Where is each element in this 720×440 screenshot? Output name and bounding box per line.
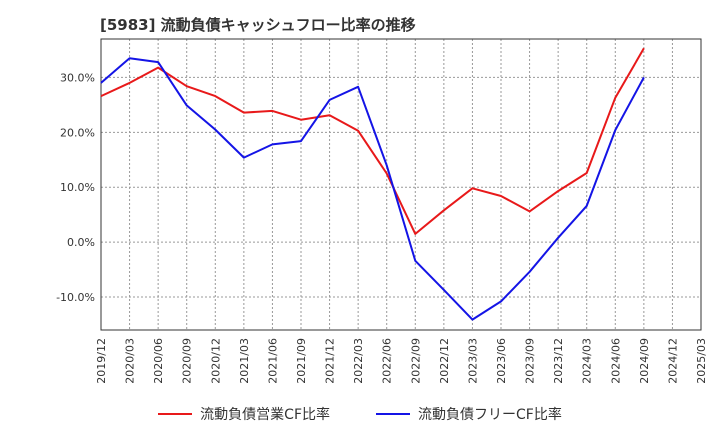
legend-item-free-cf: 流動負債フリーCF比率 bbox=[376, 404, 562, 424]
series-line-0 bbox=[100, 47, 645, 235]
series-lines bbox=[100, 47, 645, 321]
y-tick-label: -10.0% bbox=[56, 291, 95, 304]
grid-lines bbox=[100, 39, 702, 330]
legend-label: 流動負債フリーCF比率 bbox=[418, 407, 562, 423]
x-tick-label: 2023/09 bbox=[524, 338, 537, 384]
y-tick-label: 0.0% bbox=[67, 236, 95, 249]
x-tick-label: 2019/12 bbox=[95, 338, 108, 384]
x-tick-label: 2023/03 bbox=[466, 338, 479, 384]
x-tick-label: 2020/03 bbox=[124, 338, 137, 384]
x-tick-label: 2021/12 bbox=[324, 338, 337, 384]
x-tick-label: 2021/03 bbox=[238, 338, 251, 384]
axes bbox=[100, 38, 702, 331]
x-tick-label: 2023/12 bbox=[552, 338, 565, 384]
x-tick-label: 2022/12 bbox=[438, 338, 451, 384]
x-tick-label: 2020/12 bbox=[209, 338, 222, 384]
x-tick-label: 2022/06 bbox=[381, 338, 394, 384]
legend-swatch-red bbox=[158, 413, 193, 415]
x-tick-label: 2021/09 bbox=[295, 338, 308, 384]
y-tick-label: 20.0% bbox=[60, 126, 95, 139]
legend: 流動負債営業CF比率 流動負債フリーCF比率 bbox=[0, 404, 720, 424]
x-tick-label: 2024/09 bbox=[638, 338, 651, 384]
x-tick-label: 2024/03 bbox=[581, 338, 594, 384]
x-tick-label: 2020/09 bbox=[181, 338, 194, 384]
x-tick-label: 2021/06 bbox=[266, 338, 279, 384]
legend-item-operating-cf: 流動負債営業CF比率 bbox=[158, 404, 330, 424]
x-tick-label: 2024/12 bbox=[666, 338, 679, 384]
x-tick-label: 2020/06 bbox=[152, 338, 165, 384]
x-tick-label: 2022/03 bbox=[352, 338, 365, 384]
y-tick-label: 10.0% bbox=[60, 181, 95, 194]
legend-label: 流動負債営業CF比率 bbox=[200, 407, 330, 423]
series-line-1 bbox=[100, 57, 645, 321]
x-axis-tick-labels: 2019/12 2020/03 2020/06 2020/09 2020/12 2021/… bbox=[95, 338, 708, 384]
y-axis-tick-labels: -10.0% 0.0% 10.0% 20.0% 30.0% bbox=[56, 71, 95, 304]
y-tick-label: 30.0% bbox=[60, 71, 95, 84]
x-tick-label: 2025/03 bbox=[695, 338, 708, 384]
x-tick-label: 2022/09 bbox=[409, 338, 422, 384]
x-tick-label: 2023/06 bbox=[495, 338, 508, 384]
legend-swatch-blue bbox=[376, 413, 410, 415]
plot-frame bbox=[100, 38, 702, 331]
x-tick-label: 2024/06 bbox=[609, 338, 622, 384]
chart-title: [5983] 流動負債キャッシュフロー比率の推移 bbox=[100, 16, 416, 34]
